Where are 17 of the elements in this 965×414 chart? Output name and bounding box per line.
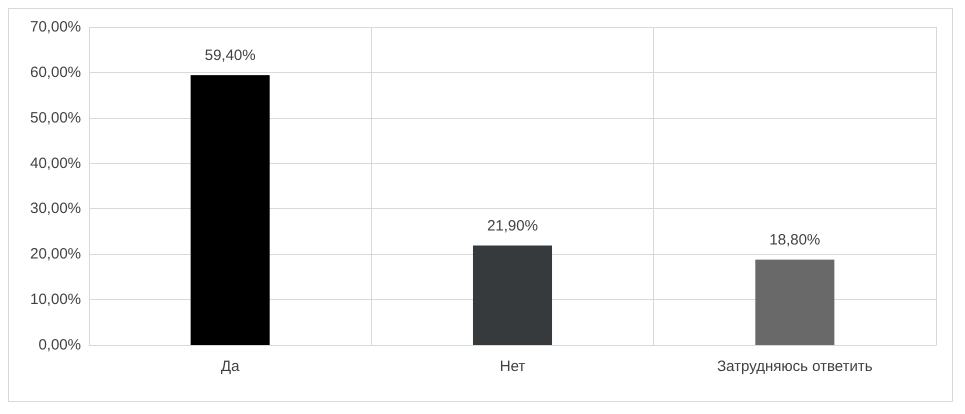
x-tick-label: Затрудняюсь ответить [717, 358, 873, 375]
y-tick-label: 10,00% [30, 291, 81, 308]
bar [755, 260, 834, 345]
x-tick-label: Нет [500, 358, 526, 375]
data-label: 21,90% [487, 218, 538, 235]
y-tick-label: 70,00% [30, 18, 81, 36]
bar [472, 246, 552, 345]
y-tick-label: 60,00% [30, 64, 81, 81]
data-label: 18,80% [769, 232, 820, 249]
y-tick-label: 50,00% [30, 109, 81, 126]
y-tick-label: 30,00% [30, 200, 81, 218]
x-tick-label: Да [220, 358, 240, 375]
data-label: 59,40% [204, 47, 256, 64]
y-tick-label: 0,00% [38, 336, 81, 354]
y-tick-label: 20,00% [30, 246, 81, 263]
y-tick-label: 40,00% [30, 154, 81, 172]
bar [190, 75, 270, 345]
